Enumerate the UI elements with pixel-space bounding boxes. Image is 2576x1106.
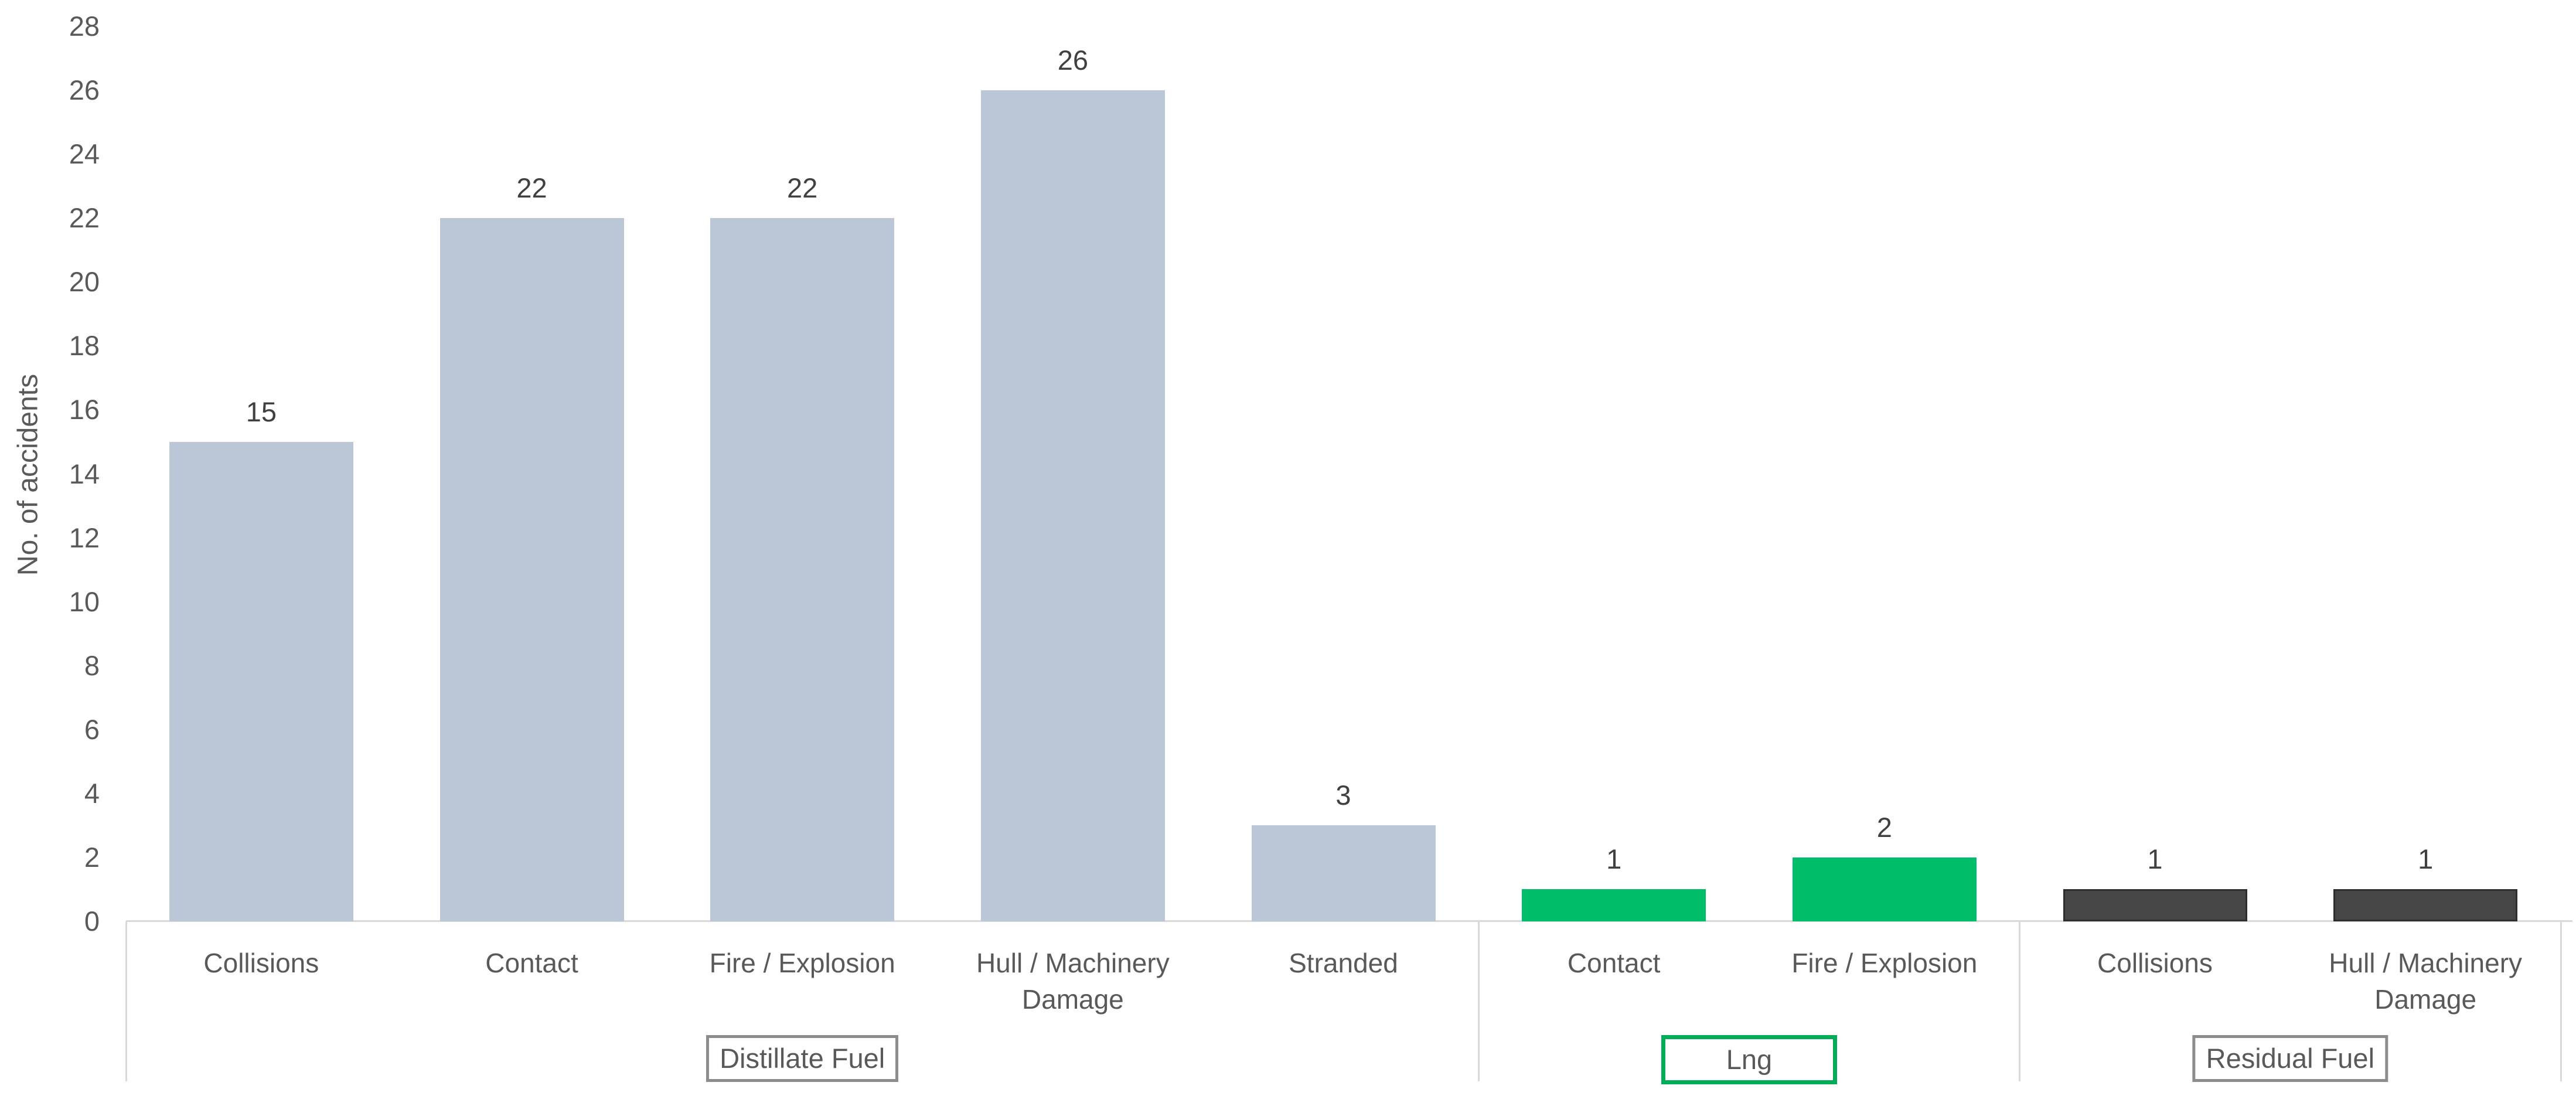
bar-lng-contact: [1522, 889, 1706, 921]
y-axis-tick-label: 16: [69, 394, 100, 426]
category-group-divider: [2560, 921, 2562, 1081]
bar-distillate-fuel-stranded: [1252, 825, 1436, 921]
bar-distillate-fuel-hull-machinery-damage: [981, 90, 1165, 921]
y-axis-tick-label: 2: [84, 841, 100, 873]
y-axis-tick-label: 12: [69, 522, 100, 553]
category-label: Collisions: [203, 948, 319, 978]
group-label-box-lng: Lng: [1661, 1035, 1837, 1084]
bar-value-label: 1: [2147, 843, 2163, 874]
y-axis-tick-label: 24: [69, 138, 100, 170]
y-axis-tick-label: 14: [69, 458, 100, 489]
y-axis-tick-label: 8: [84, 649, 100, 681]
y-axis-tick-label: 22: [69, 202, 100, 234]
bar-value-label: 22: [787, 172, 818, 203]
bar-distillate-fuel-contact: [440, 218, 624, 921]
category-group-divider: [125, 921, 127, 1081]
bar-value-label: 15: [246, 396, 277, 427]
category-label: Contact: [485, 948, 578, 978]
category-group-divider: [2019, 921, 2021, 1081]
y-axis-tick-label: 28: [69, 11, 100, 42]
y-axis-tick-label: 4: [84, 777, 100, 809]
y-axis-tick-label: 6: [84, 713, 100, 745]
bar-value-label: 3: [1335, 780, 1351, 811]
y-axis-tick-label: 20: [69, 266, 100, 298]
group-label-box-distillate-fuel: Distillate Fuel: [706, 1035, 899, 1082]
y-axis-tick-label: 18: [69, 330, 100, 362]
y-axis-tick-label: 0: [84, 906, 100, 937]
bar-value-label: 22: [516, 172, 547, 203]
bar-value-label: 26: [1057, 45, 1088, 76]
bar-distillate-fuel-collisions: [169, 442, 353, 921]
y-axis-tick-label: 10: [69, 586, 100, 617]
bar-lng-fire-explosion: [1793, 857, 1977, 921]
category-label: Stranded: [1289, 948, 1398, 978]
category-label: Hull / Machinery Damage: [2329, 948, 2523, 1015]
y-axis-tick-label: 26: [69, 74, 100, 106]
bar-residual-fuel-hull-machinery-damage: [2333, 889, 2517, 921]
bar-value-label: 1: [1606, 843, 1622, 874]
category-label: Hull / Machinery Damage: [976, 948, 1170, 1015]
group-label-box-residual-fuel: Residual Fuel: [2192, 1035, 2388, 1082]
category-label: Fire / Explosion: [1791, 948, 1978, 978]
category-group-divider: [1477, 921, 1480, 1081]
bar-value-label: 1: [2418, 843, 2434, 874]
category-label: Fire / Explosion: [709, 948, 895, 978]
category-label: Contact: [1567, 948, 1661, 978]
bar-distillate-fuel-fire-explosion: [710, 218, 894, 921]
category-label: Collisions: [2097, 948, 2213, 978]
bar-value-label: 2: [1876, 812, 1892, 843]
bar-residual-fuel-collisions: [2063, 889, 2247, 921]
